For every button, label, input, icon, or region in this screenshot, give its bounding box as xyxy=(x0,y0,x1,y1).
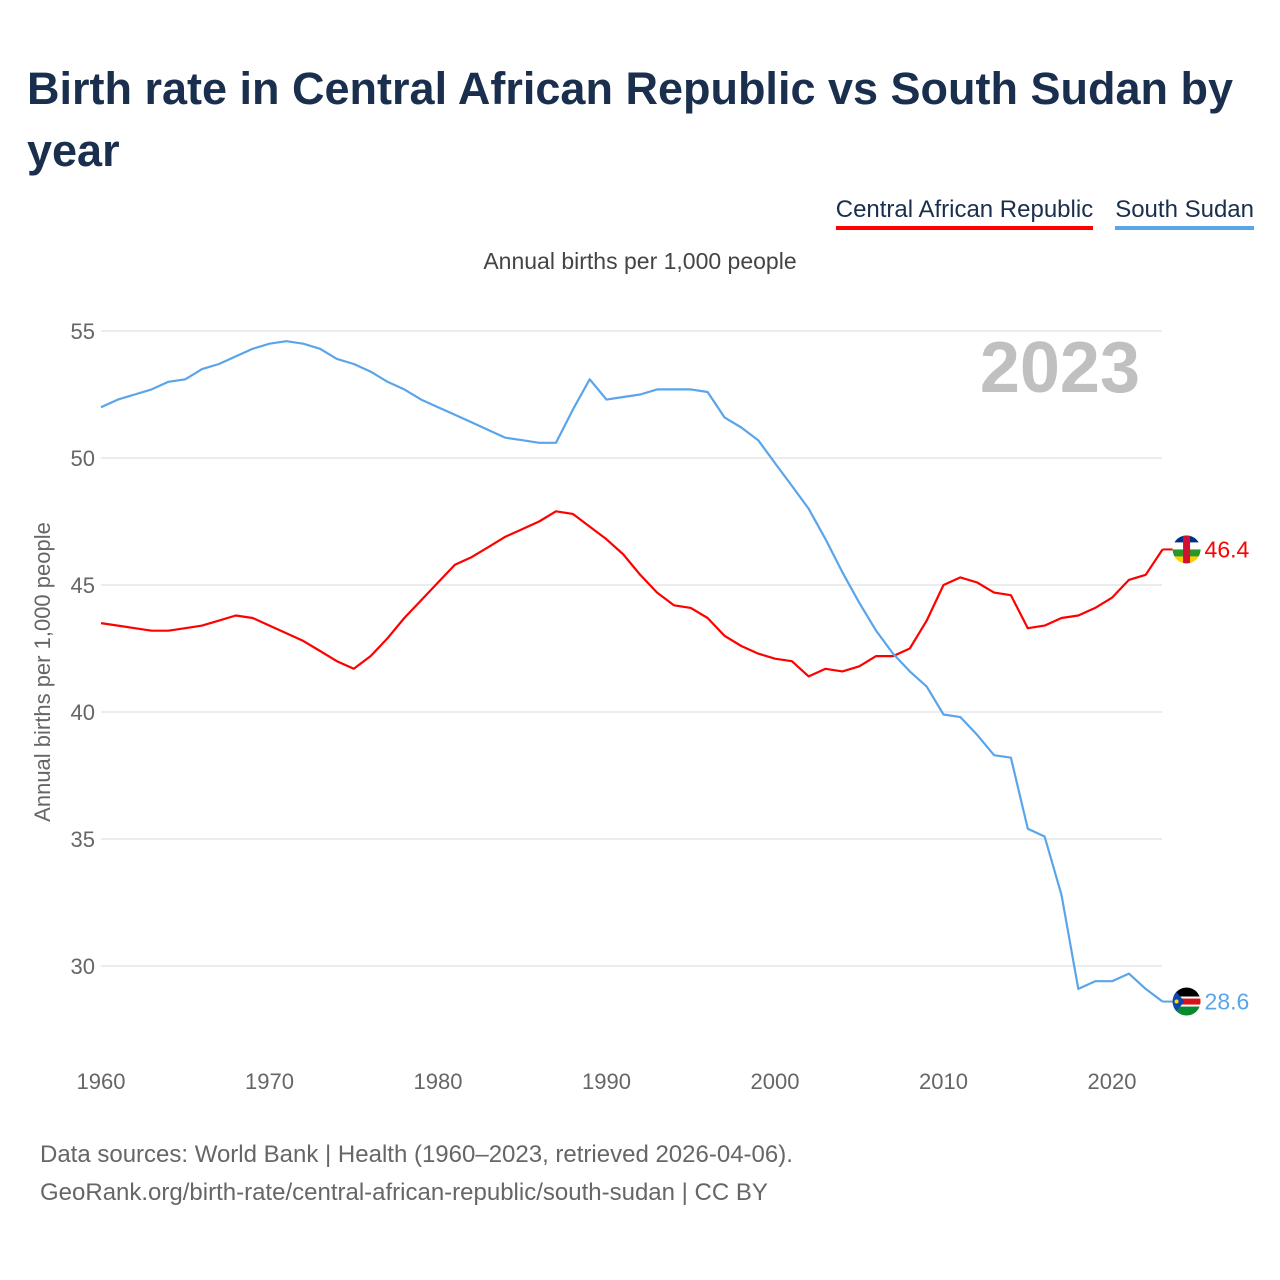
central-african-republic-flag-icon xyxy=(1172,535,1201,564)
south-sudan-flag-icon xyxy=(1172,987,1201,1016)
legend-item-south-sudan[interactable]: South Sudan xyxy=(1115,196,1254,230)
x-tick-label: 1960 xyxy=(77,1069,126,1094)
y-tick-label: 30 xyxy=(71,954,95,979)
series-line-central-african-republic[interactable] xyxy=(100,510,1164,678)
footer: Data sources: World Bank | Health (1960–… xyxy=(40,1136,793,1212)
legend-item-central-african-republic[interactable]: Central African Republic xyxy=(835,196,1094,230)
y-axis-label: Annual births per 1,000 people xyxy=(30,522,55,822)
end-value-label: 46.4 xyxy=(1205,536,1250,562)
x-tick-label: 2010 xyxy=(919,1069,968,1094)
y-tick-label: 55 xyxy=(71,319,95,344)
x-tick-label: 1990 xyxy=(582,1069,631,1094)
y-tick-label: 35 xyxy=(71,827,95,852)
year-watermark: 2023 xyxy=(980,328,1140,408)
chart-subtitle: Annual births per 1,000 people xyxy=(483,248,797,274)
x-tick-label: 2000 xyxy=(751,1069,800,1094)
y-tick-label: 40 xyxy=(71,700,95,725)
footer-url[interactable]: GeoRank.org/birth-rate/central-african-r… xyxy=(40,1179,768,1206)
series-line-south-sudan[interactable] xyxy=(100,340,1164,1003)
legend: Central African Republic South Sudan xyxy=(835,196,1254,230)
end-value-label: 28.6 xyxy=(1205,989,1250,1015)
footer-source: Data sources: World Bank | Health (1960–… xyxy=(40,1141,793,1168)
x-tick-label: 1980 xyxy=(414,1069,463,1094)
y-tick-label: 45 xyxy=(71,573,95,598)
x-tick-label: 2020 xyxy=(1088,1069,1137,1094)
x-tick-label: 1970 xyxy=(245,1069,294,1094)
chart-title: Birth rate in Central African Republic v… xyxy=(27,63,1234,176)
y-tick-label: 50 xyxy=(71,446,95,471)
